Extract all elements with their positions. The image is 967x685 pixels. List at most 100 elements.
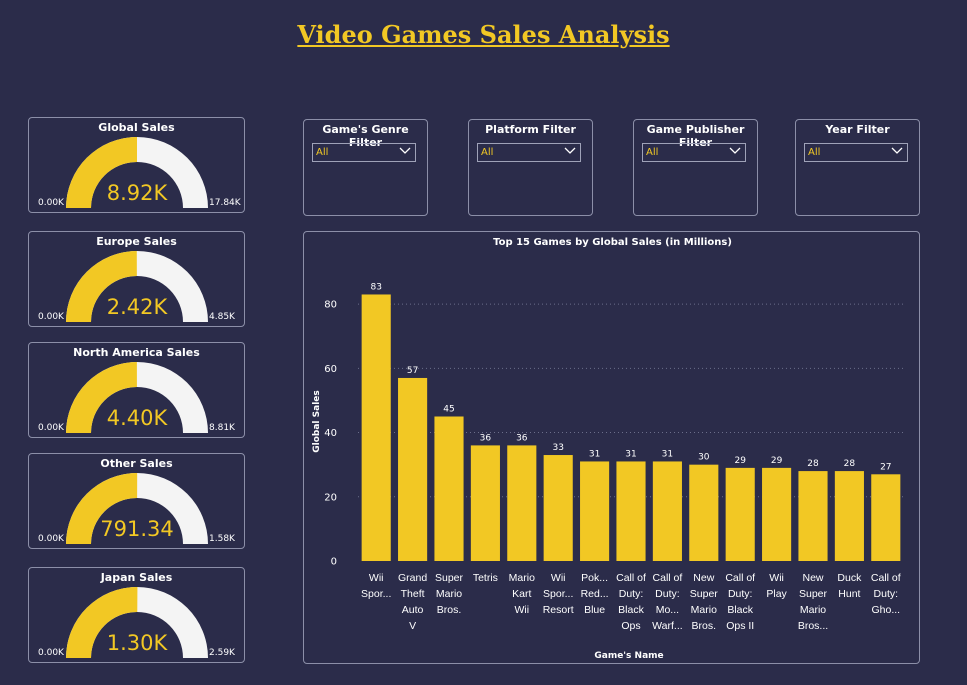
x-tick-label: Super Mario Bros. xyxy=(435,572,464,616)
page-title: Video Games Sales Analysis xyxy=(297,20,670,49)
gauge-title: Europe Sales xyxy=(96,235,177,248)
data-label: 36 xyxy=(516,433,528,443)
filter-slicer: Year Filter All xyxy=(795,119,920,216)
x-tick-label: Wii Spor... Resort xyxy=(543,572,574,616)
chevron-down-icon xyxy=(891,147,903,154)
bar[interactable] xyxy=(689,464,719,561)
filter-title: Game Publisher Filter xyxy=(646,123,745,149)
gauge-max-label: 2.59K xyxy=(209,648,235,658)
bar[interactable] xyxy=(398,377,428,561)
bar[interactable] xyxy=(580,461,610,561)
filter-selected-value: All xyxy=(481,147,494,158)
data-label: 57 xyxy=(407,366,418,376)
gauge-fill xyxy=(66,137,137,208)
top-games-chart-card: Top 15 Games by Global Sales (in Million… xyxy=(303,231,920,664)
bar[interactable] xyxy=(507,445,537,561)
data-label: 29 xyxy=(771,456,783,466)
bar[interactable] xyxy=(543,455,573,561)
chevron-down-icon xyxy=(729,147,741,154)
data-label: 33 xyxy=(552,443,563,453)
bar[interactable] xyxy=(652,461,682,561)
top-games-bar-chart: Top 15 Games by Global Sales (in Million… xyxy=(312,237,904,661)
filter-dropdown[interactable]: All xyxy=(477,143,581,162)
x-tick-label: Call of Duty: Gho... xyxy=(871,572,901,616)
gauge-max-label: 8.81K xyxy=(209,423,235,433)
x-axis-label: Game's Name xyxy=(594,651,663,661)
gauge-value: 4.40K xyxy=(106,406,168,430)
gauge-fill xyxy=(66,473,138,544)
y-tick-label: 20 xyxy=(324,492,337,503)
chart-title: Top 15 Games by Global Sales (in Million… xyxy=(493,237,732,248)
bar[interactable] xyxy=(834,471,864,561)
bar[interactable] xyxy=(470,445,500,561)
y-tick-label: 60 xyxy=(324,364,337,375)
gauge-arc xyxy=(66,362,208,433)
data-label: 45 xyxy=(443,405,454,415)
gauge-value: 791.34 xyxy=(100,517,174,541)
data-label: 27 xyxy=(880,462,891,472)
gauge-card: Japan Sales 0.00K 2.59K 1.30K xyxy=(28,567,245,663)
data-label: 30 xyxy=(698,453,710,463)
gauge-value: 1.30K xyxy=(106,631,168,655)
x-tick-label: Call of Duty: Mo... Warf... xyxy=(652,572,683,632)
data-label: 31 xyxy=(662,449,673,459)
chevron-down-icon xyxy=(399,147,411,154)
x-tick-label: Wii Play xyxy=(766,572,787,600)
gauge-max-label: 4.85K xyxy=(209,312,235,322)
gauge-max-label: 17.84K xyxy=(209,198,241,208)
x-tick-label: Duck Hunt xyxy=(837,572,862,600)
data-label: 29 xyxy=(734,456,746,466)
x-tick-label: New Super Mario Bros. xyxy=(690,572,719,632)
gauge-fill xyxy=(66,251,137,322)
filter-title: Year Filter xyxy=(825,123,890,136)
gauge-card: North America Sales 0.00K 8.81K 4.40K xyxy=(28,342,245,438)
y-axis-label: Global Sales xyxy=(312,390,322,453)
filter-dropdown[interactable]: All xyxy=(642,143,746,162)
gauge-min-label: 0.00K xyxy=(38,312,64,322)
filter-title: Platform Filter xyxy=(485,123,576,136)
filter-selected-value: All xyxy=(316,147,329,158)
x-tick-label: Tetris xyxy=(473,572,498,584)
gauge-min-label: 0.00K xyxy=(38,648,64,658)
bar[interactable] xyxy=(361,294,391,561)
data-label: 36 xyxy=(480,433,492,443)
gauge-min-label: 0.00K xyxy=(38,198,64,208)
y-tick-label: 0 xyxy=(331,557,337,568)
y-tick-label: 80 xyxy=(324,300,337,311)
bar[interactable] xyxy=(762,467,792,561)
gauge-card: Global Sales 0.00K 17.84K 8.92K xyxy=(28,117,245,213)
gauge-min-label: 0.00K xyxy=(38,423,64,433)
gauge-title: Japan Sales xyxy=(100,571,173,584)
data-label: 31 xyxy=(589,449,600,459)
x-tick-label: Grand Theft Auto V xyxy=(398,572,427,632)
bar[interactable] xyxy=(616,461,646,561)
bar[interactable] xyxy=(725,467,755,561)
x-tick-label: Wii Spor... xyxy=(361,572,391,600)
filter-selected-value: All xyxy=(646,147,659,158)
gauge-title: North America Sales xyxy=(73,346,200,359)
x-tick-label: Mario Kart Wii xyxy=(509,572,535,616)
gauge-title: Other Sales xyxy=(100,457,173,470)
y-tick-label: 40 xyxy=(324,428,337,439)
filter-slicer: Game Publisher Filter All xyxy=(633,119,758,216)
gauge-value: 2.42K xyxy=(106,295,168,319)
filter-dropdown[interactable]: All xyxy=(804,143,908,162)
gauge-arc xyxy=(66,251,208,322)
filter-slicer: Platform Filter All xyxy=(468,119,593,216)
bar[interactable] xyxy=(798,471,828,561)
bar[interactable] xyxy=(434,416,464,562)
filter-selected-value: All xyxy=(808,147,821,158)
gauge-title: Global Sales xyxy=(98,121,175,134)
filter-dropdown[interactable]: All xyxy=(312,143,416,162)
x-tick-label: Call of Duty: Black Ops xyxy=(616,572,646,632)
filter-slicer: Game's Genre Filter All xyxy=(303,119,428,216)
data-label: 83 xyxy=(370,282,381,292)
bar[interactable] xyxy=(871,474,901,561)
gauge-max-label: 1.58K xyxy=(209,534,235,544)
filter-title: Game's Genre Filter xyxy=(322,123,409,149)
gauge-fill xyxy=(66,587,138,658)
gauge-value: 8.92K xyxy=(106,181,168,205)
gauge-arc xyxy=(66,587,208,658)
gauge-arc xyxy=(66,137,208,208)
gauge-card: Europe Sales 0.00K 4.85K 2.42K xyxy=(28,231,245,327)
